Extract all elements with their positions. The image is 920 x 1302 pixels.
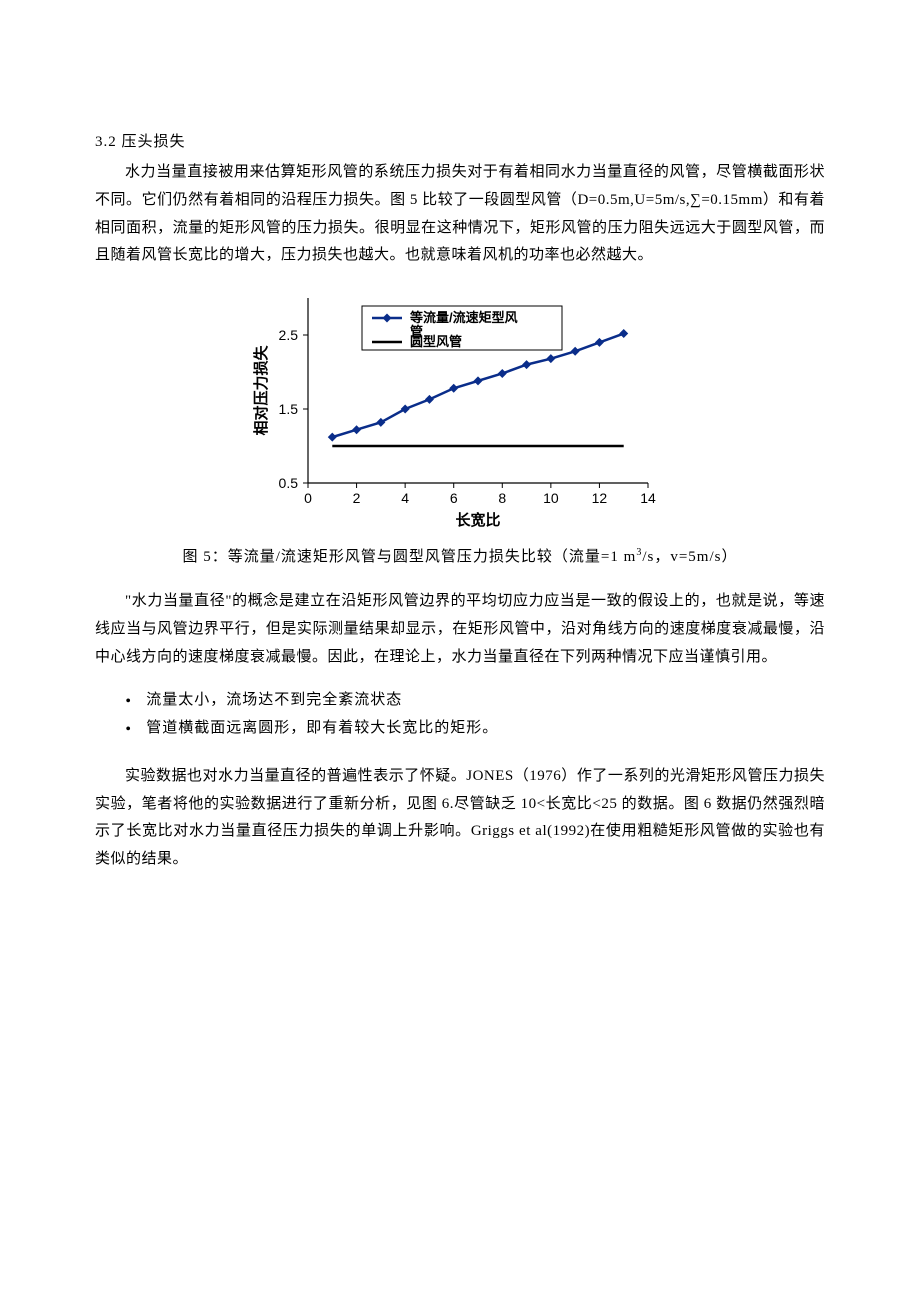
section-heading: 3.2 压头损失	[95, 130, 825, 151]
svg-text:4: 4	[401, 490, 409, 506]
paragraph-2: "水力当量直径"的概念是建立在沿矩形风管边界的平均切应力应当是一致的假设上的，也…	[95, 588, 825, 671]
figure-5-caption: 图 5：等流量/流速矩形风管与圆型风管压力损失比较（流量=1 m3/s，v=5m…	[95, 545, 825, 566]
svg-text:2: 2	[353, 490, 361, 506]
caption-text-post: /s，v=5m/s）	[642, 549, 737, 565]
svg-text:长宽比: 长宽比	[455, 511, 500, 529]
svg-text:相对压力损失: 相对压力损失	[252, 345, 270, 436]
pressure-loss-chart: 024681012140.51.52.5长宽比相对压力损失等流量/流速矩型风管圆…	[250, 288, 670, 533]
svg-text:圆型风管: 圆型风管	[410, 334, 462, 349]
paragraph-1: 水力当量直接被用来估算矩形风管的系统压力损失对于有着相同水力当量直径的风管，尽管…	[95, 159, 825, 270]
list-item: 管道横截面远离圆形，即有着较大长宽比的矩形。	[146, 715, 825, 743]
svg-text:6: 6	[450, 490, 458, 506]
caution-list: 流量太小，流场达不到完全紊流状态 管道横截面远离圆形，即有着较大长宽比的矩形。	[95, 687, 825, 743]
list-item: 流量太小，流场达不到完全紊流状态	[146, 687, 825, 715]
svg-text:0: 0	[304, 490, 312, 506]
svg-text:8: 8	[498, 490, 506, 506]
svg-text:12: 12	[592, 490, 608, 506]
svg-text:0.5: 0.5	[279, 475, 299, 491]
svg-text:1.5: 1.5	[279, 401, 299, 417]
svg-text:等流量/流速矩型风: 等流量/流速矩型风	[409, 310, 518, 325]
svg-text:2.5: 2.5	[279, 327, 299, 343]
chart-figure-5: 024681012140.51.52.5长宽比相对压力损失等流量/流速矩型风管圆…	[95, 288, 825, 533]
svg-text:14: 14	[640, 490, 656, 506]
paragraph-3: 实验数据也对水力当量直径的普遍性表示了怀疑。JONES（1976）作了一系列的光…	[95, 763, 825, 874]
section-number: 3.2	[95, 134, 117, 150]
section-title-text: 压头损失	[122, 134, 186, 150]
svg-text:10: 10	[543, 490, 559, 506]
caption-text-pre: 图 5：等流量/流速矩形风管与圆型风管压力损失比较（流量=1 m	[183, 549, 637, 565]
